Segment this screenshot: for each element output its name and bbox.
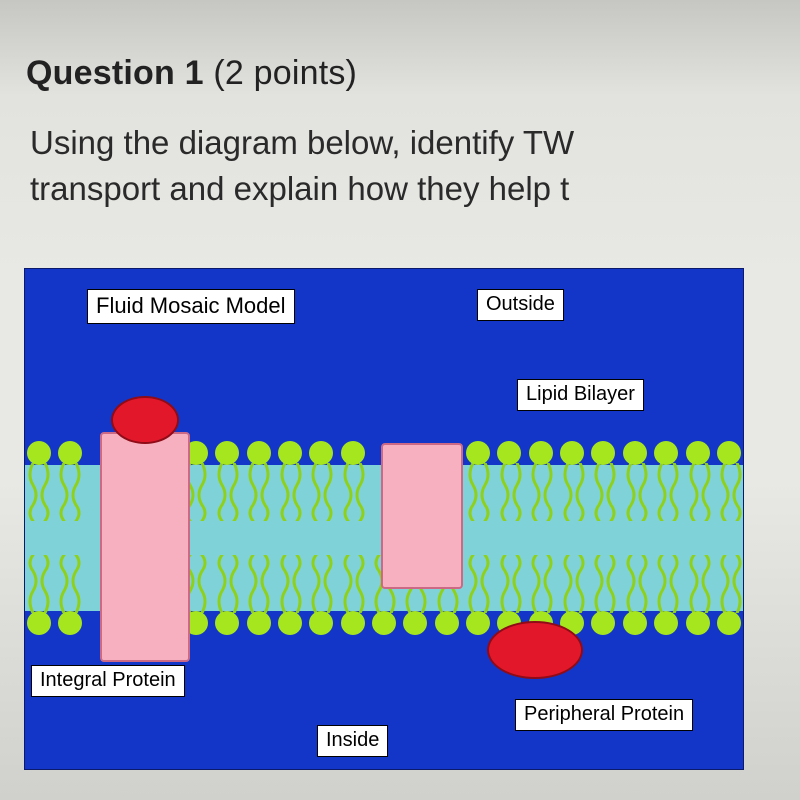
- lipid-head: [247, 441, 271, 465]
- lipid-head: [341, 441, 365, 465]
- label-peripheral-protein: Peripheral Protein: [515, 699, 693, 731]
- lipid-tail: [656, 463, 680, 521]
- lipid-tail: [279, 463, 303, 521]
- lipid-head: [591, 611, 615, 635]
- lipid-head: [560, 441, 584, 465]
- lipid-head: [341, 611, 365, 635]
- lipid-tail: [247, 463, 271, 521]
- lipid-head: [497, 441, 521, 465]
- lipid-head: [623, 441, 647, 465]
- lipid-head: [58, 611, 82, 635]
- lipid-head: [654, 441, 678, 465]
- label-integral-protein: Integral Protein: [31, 665, 185, 697]
- lipid-tail: [467, 555, 491, 613]
- lipid-tail: [310, 555, 334, 613]
- lipid-tail: [593, 463, 617, 521]
- fluid-mosaic-diagram: Fluid Mosaic Model Outside Lipid Bilayer…: [24, 268, 744, 770]
- peripheral-protein-top: [111, 396, 179, 444]
- lipid-head: [309, 441, 333, 465]
- lipid-tail: [27, 555, 51, 613]
- lipid-head: [717, 611, 741, 635]
- lipid-tail: [247, 555, 271, 613]
- lipid-tail: [58, 555, 82, 613]
- lipid-tail: [467, 463, 491, 521]
- lipid-tail: [27, 463, 51, 521]
- lipid-head: [58, 441, 82, 465]
- lipid-tail: [342, 463, 366, 521]
- question-points: (2 points): [204, 54, 357, 92]
- lipid-head: [278, 441, 302, 465]
- lipid-tail: [593, 555, 617, 613]
- lipid-tail: [688, 555, 712, 613]
- question-title: Question 1 (2 points): [26, 54, 357, 93]
- lipid-tail: [562, 555, 586, 613]
- label-fluid-mosaic: Fluid Mosaic Model: [87, 289, 295, 324]
- lipid-tail: [499, 463, 523, 521]
- lipid-tail: [625, 463, 649, 521]
- integral-protein-large: [100, 432, 190, 662]
- lipid-tail: [656, 555, 680, 613]
- lipid-head: [215, 441, 239, 465]
- lipid-tail: [625, 555, 649, 613]
- lipid-tail: [719, 463, 743, 521]
- lipid-head: [372, 611, 396, 635]
- label-inside: Inside: [317, 725, 388, 757]
- lipid-tail: [342, 555, 366, 613]
- lipid-tail: [530, 555, 554, 613]
- lipid-head: [591, 441, 615, 465]
- lipid-head: [278, 611, 302, 635]
- lipid-tail: [310, 463, 334, 521]
- lipid-tail: [58, 463, 82, 521]
- lipid-head: [654, 611, 678, 635]
- lipid-head: [623, 611, 647, 635]
- lipid-tail: [216, 463, 240, 521]
- lipid-head: [466, 441, 490, 465]
- lipid-head: [529, 441, 553, 465]
- lipid-head: [403, 611, 427, 635]
- lipid-head: [686, 611, 710, 635]
- question-number: Question 1: [26, 54, 204, 92]
- lipid-tail: [719, 555, 743, 613]
- lipid-tail: [562, 463, 586, 521]
- peripheral-protein-bottom: [487, 621, 583, 679]
- lipid-head: [466, 611, 490, 635]
- lipid-head: [435, 611, 459, 635]
- lipid-head: [215, 611, 239, 635]
- lipid-tail: [216, 555, 240, 613]
- lipid-head: [686, 441, 710, 465]
- lipid-tail: [688, 463, 712, 521]
- lipid-head: [717, 441, 741, 465]
- lipid-head: [309, 611, 333, 635]
- label-outside: Outside: [477, 289, 564, 321]
- lipid-tail: [279, 555, 303, 613]
- question-body: Using the diagram below, identify TW tra…: [30, 120, 800, 211]
- lipid-head: [27, 611, 51, 635]
- lipid-tail: [499, 555, 523, 613]
- integral-protein-small: [381, 443, 463, 589]
- label-lipid-bilayer: Lipid Bilayer: [517, 379, 644, 411]
- lipid-head: [27, 441, 51, 465]
- lipid-head: [247, 611, 271, 635]
- lipid-tail: [530, 463, 554, 521]
